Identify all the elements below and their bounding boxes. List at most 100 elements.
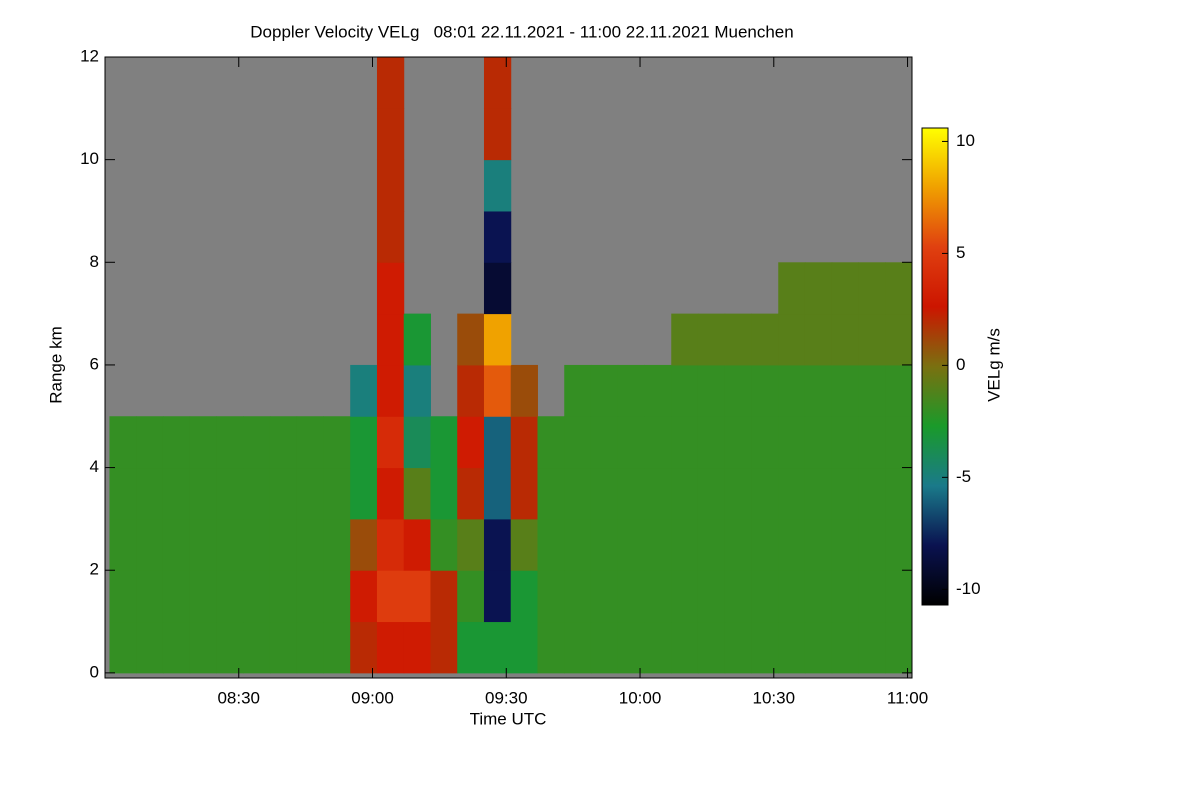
heatmap-cell [109,621,137,674]
heatmap-cell [483,364,512,417]
heatmap-cell [457,416,485,469]
heatmap-cell [778,467,806,520]
heatmap-cell [296,416,324,469]
heatmap-cell [564,518,592,571]
heatmap-cell [162,467,191,520]
heatmap-cell [804,416,833,469]
heatmap-cell [243,467,271,520]
heatmap-cell [483,108,512,161]
heatmap-cell [885,262,913,315]
heatmap-cell [510,518,538,571]
y-tick-label: 6 [90,354,99,373]
heatmap-cell [216,518,244,571]
heatmap-cell [537,416,565,469]
heatmap-cell [483,467,512,520]
heatmap-cell [751,364,779,417]
heatmap-cell [162,416,191,469]
heatmap-cell [804,313,833,366]
heatmap-cell [403,621,431,674]
heatmap-cell [457,518,485,571]
heatmap-cell [644,467,672,520]
heatmap-cell [564,467,592,520]
heatmap-cell [564,364,592,417]
heatmap-cell [724,364,752,417]
heatmap-cell [724,621,752,674]
heatmap-cell [350,570,378,623]
heatmap-cell [564,621,592,674]
heatmap-cell [724,416,752,469]
heatmap-cell [189,570,217,623]
heatmap-cell [724,313,752,366]
heatmap-cell [457,364,485,417]
heatmap-cell [136,518,164,571]
heatmap-cell [697,621,726,674]
heatmap-cell [885,467,913,520]
heatmap-cell [671,518,699,571]
heatmap-cell [831,416,859,469]
heatmap-cell [617,467,645,520]
heatmap-cell [804,262,833,315]
heatmap-cell [778,621,806,674]
heatmap-cell [671,467,699,520]
heatmap-cell [296,621,324,674]
heatmap-cell [136,416,164,469]
heatmap-cell [671,313,699,366]
heatmap-cell [376,210,405,263]
heatmap-cell [858,570,886,623]
heatmap-cell [457,467,485,520]
heatmap-cell [483,313,512,366]
heatmap-cell [430,621,458,674]
heatmap-cell [510,621,538,674]
heatmap-cell [323,621,351,674]
heatmap-cell [136,467,164,520]
heatmap-cell [751,416,779,469]
heatmap-cell [885,313,913,366]
heatmap-cell [376,159,405,212]
heatmap-cell [697,467,726,520]
heatmap-cell [831,621,859,674]
heatmap-cell [510,570,538,623]
heatmap-cell [778,570,806,623]
heatmap-cell [724,518,752,571]
heatmap-cell [483,262,512,315]
heatmap-cell [403,364,431,417]
heatmap-cell [831,570,859,623]
heatmap-cell [376,518,405,571]
heatmap-cell [804,364,833,417]
heatmap-cell [778,364,806,417]
heatmap-cell [269,621,298,674]
heatmap-cell [751,467,779,520]
colorbar-tick-label: -5 [956,467,971,486]
heatmap-cell [483,518,512,571]
heatmap-cell [537,621,565,674]
chart-title: Doppler Velocity VELg 08:01 22.11.2021 -… [250,22,793,41]
heatmap-cell [350,621,378,674]
x-tick-label: 09:00 [351,688,394,707]
heatmap-cell [483,210,512,263]
heatmap-cell [590,518,619,571]
heatmap-cell [537,518,565,571]
heatmap-cell [216,570,244,623]
heatmap-cell [483,57,512,109]
heatmap-cell [697,313,726,366]
heatmap-cell [778,518,806,571]
y-axis-label: Range km [46,326,65,403]
y-tick-label: 0 [90,662,99,681]
heatmap-cell [376,57,405,109]
heatmap-cell [697,570,726,623]
colorbar-tick-label: 5 [956,243,965,262]
heatmap-cell [697,518,726,571]
heatmap-cell [162,570,191,623]
heatmap-cell [216,467,244,520]
heatmap-cell [430,416,458,469]
heatmap-cell [858,262,886,315]
heatmap-cell [403,313,431,366]
colorbar-tick-label: 0 [956,355,965,374]
heatmap-cell [885,621,913,674]
heatmap-cell [376,364,405,417]
heatmap-cell [671,364,699,417]
heatmap-cell [243,416,271,469]
heatmap-cell [778,313,806,366]
heatmap-cell [376,570,405,623]
heatmap-cell [751,570,779,623]
